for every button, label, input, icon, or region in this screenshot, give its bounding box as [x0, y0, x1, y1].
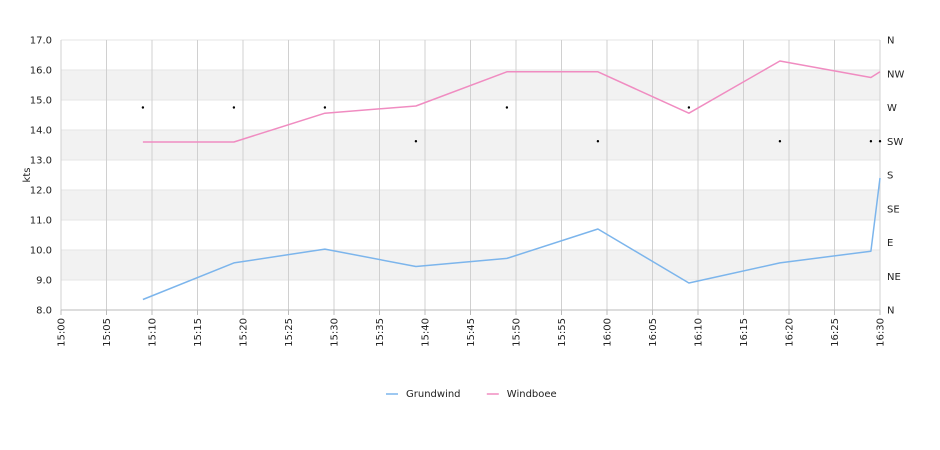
- x-tick-label: 15:35: [375, 318, 386, 347]
- legend-label: Grundwind: [406, 389, 461, 400]
- direction-axis-label: SE: [887, 204, 900, 215]
- direction-marker: [414, 140, 418, 143]
- x-tick-label: 16:10: [694, 318, 705, 347]
- x-tick-label: 15:50: [512, 318, 523, 347]
- x-tick-label: 15:15: [193, 318, 204, 347]
- x-tick-label: 15:25: [284, 318, 295, 347]
- direction-marker: [687, 106, 691, 109]
- x-tick-label: 15:30: [330, 318, 341, 347]
- direction-axis-label: E: [887, 238, 893, 249]
- y-tick-label: 17.0: [30, 36, 52, 47]
- legend-label: Windboee: [507, 389, 557, 400]
- x-tick-label: 15:45: [466, 318, 477, 347]
- direction-marker: [232, 106, 236, 109]
- direction-marker: [878, 140, 882, 143]
- x-tick-label: 16:05: [648, 318, 659, 347]
- x-tick-label: 15:05: [102, 318, 113, 347]
- direction-axis-label: NW: [887, 69, 904, 80]
- direction-marker: [596, 140, 600, 143]
- y-axis-title: kts: [22, 168, 33, 183]
- direction-marker: [505, 106, 509, 109]
- direction-marker: [323, 106, 327, 109]
- x-tick-label: 15:40: [421, 318, 432, 347]
- y-tick-label: 13.0: [30, 156, 52, 167]
- x-tick-label: 15:10: [148, 318, 159, 347]
- x-tick-label: 15:55: [557, 318, 568, 347]
- direction-axis-label: W: [887, 103, 897, 114]
- y-tick-label: 16.0: [30, 66, 52, 77]
- direction-axis-label: NE: [887, 272, 901, 283]
- y-tick-label: 14.0: [30, 126, 52, 137]
- direction-axis-label: SW: [887, 137, 903, 148]
- x-tick-label: 16:00: [603, 318, 614, 347]
- direction-marker: [778, 140, 782, 143]
- series-line-windboee: [142, 60, 881, 143]
- y-tick-label: 11.0: [30, 216, 52, 227]
- x-tick-label: 15:20: [239, 318, 250, 347]
- y-tick-label: 9.0: [36, 276, 52, 287]
- y-tick-label: 8.0: [36, 306, 52, 317]
- direction-axis-label: N: [887, 36, 894, 47]
- y-tick-label: 15.0: [30, 96, 52, 107]
- direction-axis-label: N: [887, 306, 894, 317]
- y-tick-label: 10.0: [30, 246, 52, 257]
- direction-marker: [869, 140, 873, 143]
- series-line-grundwind: [142, 177, 881, 301]
- x-tick-label: 15:00: [57, 318, 68, 347]
- x-tick-label: 16:25: [830, 318, 841, 347]
- x-tick-label: 16:30: [876, 318, 887, 347]
- y-tick-label: 12.0: [30, 186, 52, 197]
- direction-axis-label: S: [887, 171, 893, 182]
- x-tick-label: 16:15: [739, 318, 750, 347]
- direction-marker: [141, 106, 145, 109]
- x-tick-label: 16:20: [785, 318, 796, 347]
